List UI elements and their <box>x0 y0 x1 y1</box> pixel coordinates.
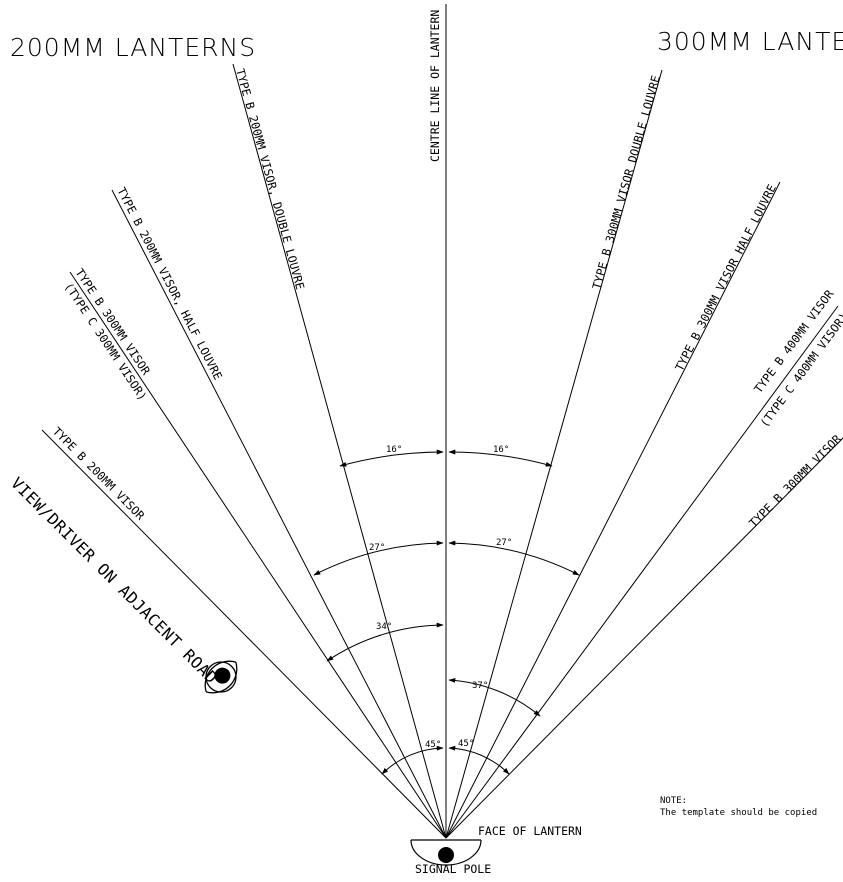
arc-right-27 <box>448 540 580 576</box>
arc-right-16 <box>448 449 553 467</box>
signal-pole-label: SIGNAL POLE <box>415 862 491 876</box>
angle-arcs <box>313 449 580 775</box>
ray-right-400-visor <box>445 305 839 839</box>
eye-icon <box>204 660 238 694</box>
label-right-300-half-louvre: TYPE B 300MM VISOR HALF LOUVRE <box>672 182 779 373</box>
note-heading: NOTE: <box>660 796 687 806</box>
title-200mm-lanterns: 200MM LANTERNS <box>10 33 256 62</box>
centre-line-label: CENTRE LINE OF LANTERN <box>428 10 442 162</box>
signal-pole-icon <box>410 839 482 866</box>
ray-right-300-half-louvre <box>445 181 781 839</box>
angle-left-27: 27° <box>369 543 385 553</box>
arc-left-34 <box>326 622 444 662</box>
label-right-300-visor: TYPE B 300MM VISOR <box>746 432 843 530</box>
label-left-200-double-louvre: TYPE B 200MM VISOR, DOUBLE LOUVRE <box>233 67 307 291</box>
arc-right-45 <box>448 745 510 775</box>
label-right-300-double-louvre: TYPE B 300MM VISOR DOUBLE LOUVRE <box>589 74 662 291</box>
angle-right-27: 27° <box>496 538 512 548</box>
face-of-lantern-label: FACE OF LANTERN <box>478 824 582 838</box>
ray-left-300-visor <box>69 271 447 839</box>
angle-left-16: 16° <box>386 445 402 455</box>
visor-rays <box>41 4 843 839</box>
angle-right-45: 45° <box>458 739 474 749</box>
angle-right-37: 37° <box>472 681 488 691</box>
arc-left-16 <box>339 449 444 467</box>
arc-left-27 <box>313 540 444 576</box>
title-300mm-lanterns: 300MM LANTER <box>657 27 843 56</box>
ray-left-200-half-louvre <box>111 189 447 839</box>
arc-right-37 <box>448 677 541 717</box>
angle-left-45: 45° <box>425 740 441 750</box>
angle-right-16: 16° <box>493 445 509 455</box>
ray-right-300-visor <box>445 437 843 839</box>
angle-left-34: 34° <box>376 622 392 632</box>
ray-left-200-visor <box>41 429 447 839</box>
driver-label: VIEW/DRIVER ON ADJACENT ROAD <box>7 473 221 687</box>
note-text: The template should be copied <box>660 808 817 818</box>
angle-labels: 16° 16° 27° 27° 34° 37° 45° 45° <box>369 445 512 750</box>
label-left-200-visor: TYPE B 200MM VISOR <box>50 424 148 522</box>
arc-left-45 <box>381 745 444 775</box>
